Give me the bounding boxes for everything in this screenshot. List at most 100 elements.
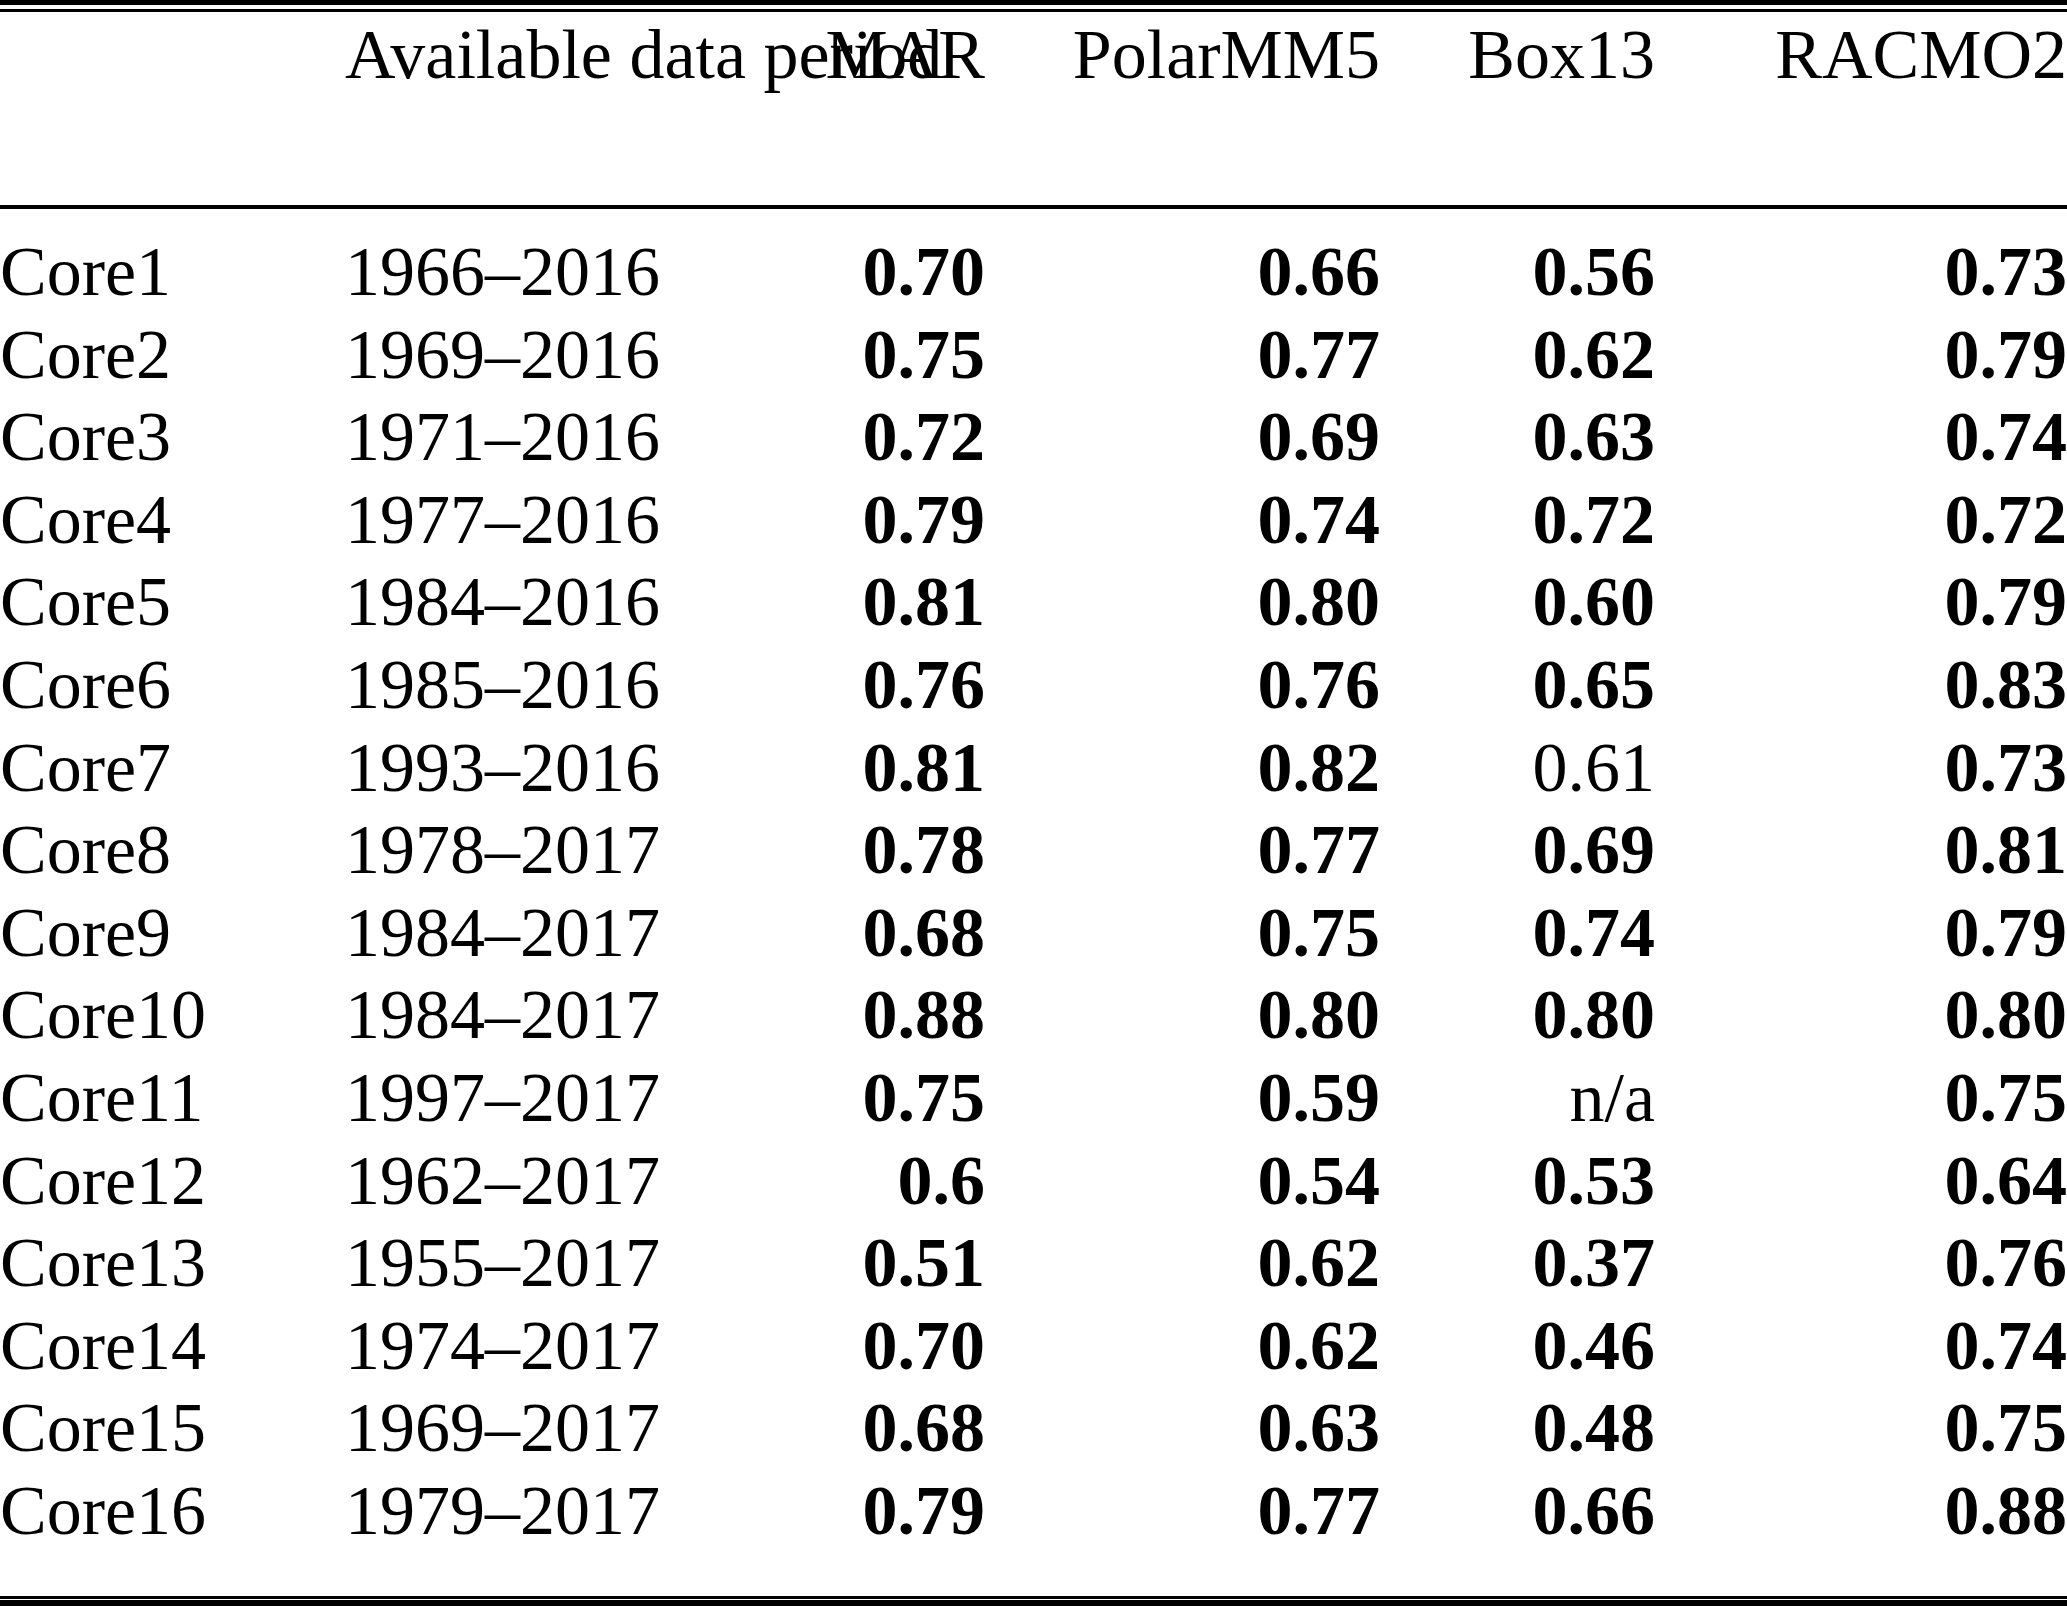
period-value: 1969–2017	[345, 1387, 785, 1470]
value-polarmm5: 0.76	[985, 644, 1380, 727]
value-mar: 0.68	[785, 892, 985, 975]
period-value: 1984–2016	[345, 561, 785, 644]
value-mar: 0.70	[785, 209, 985, 314]
value-racmo2: 0.74	[1655, 396, 2067, 479]
value-mar: 0.78	[785, 809, 985, 892]
value-polarmm5: 0.74	[985, 479, 1380, 562]
core-label: Core10	[0, 974, 345, 1057]
bottom-rule-thick	[0, 1600, 2067, 1606]
value-racmo2: 0.80	[1655, 974, 2067, 1057]
value-racmo2: 0.73	[1655, 727, 2067, 810]
value-racmo2: 0.72	[1655, 479, 2067, 562]
period-value: 1997–2017	[345, 1057, 785, 1140]
table-row-core5: Core51984–20160.810.800.600.79	[0, 561, 2067, 644]
table-row-core14: Core141974–20170.700.620.460.74	[0, 1305, 2067, 1388]
header-core-blank	[0, 14, 345, 209]
core-label: Core4	[0, 479, 345, 562]
value-polarmm5: 0.62	[985, 1222, 1380, 1305]
value-polarmm5: 0.69	[985, 396, 1380, 479]
value-polarmm5: 0.62	[985, 1305, 1380, 1388]
period-value: 1966–2016	[345, 209, 785, 314]
core-label: Core11	[0, 1057, 345, 1140]
period-value: 1984–2017	[345, 892, 785, 975]
value-racmo2: 0.73	[1655, 209, 2067, 314]
period-value: 1971–2016	[345, 396, 785, 479]
value-box13: 0.56	[1380, 209, 1655, 314]
period-value: 1955–2017	[345, 1222, 785, 1305]
period-value: 1984–2017	[345, 974, 785, 1057]
value-racmo2: 0.83	[1655, 644, 2067, 727]
value-box13: n/a	[1380, 1057, 1655, 1140]
value-polarmm5: 0.54	[985, 1140, 1380, 1223]
table-row-core11: Core111997–20170.750.59n/a0.75	[0, 1057, 2067, 1140]
value-racmo2: 0.75	[1655, 1057, 2067, 1140]
header-model-racmo2: RACMO2	[1655, 14, 2067, 209]
value-polarmm5: 0.59	[985, 1057, 1380, 1140]
value-mar: 0.51	[785, 1222, 985, 1305]
value-mar: 0.81	[785, 561, 985, 644]
core-label: Core14	[0, 1305, 345, 1388]
table-row-core2: Core21969–20160.750.770.620.79	[0, 314, 2067, 397]
period-value: 1977–2016	[345, 479, 785, 562]
value-polarmm5: 0.75	[985, 892, 1380, 975]
value-box13: 0.65	[1380, 644, 1655, 727]
value-polarmm5: 0.80	[985, 974, 1380, 1057]
value-box13: 0.37	[1380, 1222, 1655, 1305]
bottom-rule-thin	[0, 1596, 2067, 1599]
period-value: 1985–2016	[345, 644, 785, 727]
table-row-core16: Core161979–20170.790.770.660.88	[0, 1470, 2067, 1553]
value-racmo2: 0.76	[1655, 1222, 2067, 1305]
header-row: Available data period MARPolarMM5Box13RA…	[0, 14, 2067, 209]
table-row-core1: Core11966–20160.700.660.560.73	[0, 209, 2067, 314]
value-box13: 0.46	[1380, 1305, 1655, 1388]
header-available-data-period: Available data period	[345, 14, 785, 209]
value-mar: 0.70	[785, 1305, 985, 1388]
value-box13: 0.80	[1380, 974, 1655, 1057]
period-value: 1962–2017	[345, 1140, 785, 1223]
value-racmo2: 0.64	[1655, 1140, 2067, 1223]
table-row-core13: Core131955–20170.510.620.370.76	[0, 1222, 2067, 1305]
value-polarmm5: 0.63	[985, 1387, 1380, 1470]
table-row-core3: Core31971–20160.720.690.630.74	[0, 396, 2067, 479]
core-label: Core3	[0, 396, 345, 479]
value-box13: 0.66	[1380, 1470, 1655, 1553]
table-row-core6: Core61985–20160.760.760.650.83	[0, 644, 2067, 727]
value-polarmm5: 0.80	[985, 561, 1380, 644]
value-box13: 0.53	[1380, 1140, 1655, 1223]
value-racmo2: 0.75	[1655, 1387, 2067, 1470]
value-polarmm5: 0.66	[985, 209, 1380, 314]
core-label: Core15	[0, 1387, 345, 1470]
value-box13: 0.63	[1380, 396, 1655, 479]
period-value: 1979–2017	[345, 1470, 785, 1553]
value-box13: 0.61	[1380, 727, 1655, 810]
value-polarmm5: 0.77	[985, 1470, 1380, 1553]
table-body: Core11966–20160.700.660.560.73Core21969–…	[0, 209, 2067, 1553]
core-label: Core2	[0, 314, 345, 397]
table-row-core10: Core101984–20170.880.800.800.80	[0, 974, 2067, 1057]
value-racmo2: 0.79	[1655, 561, 2067, 644]
core-label: Core9	[0, 892, 345, 975]
value-racmo2: 0.74	[1655, 1305, 2067, 1388]
value-mar: 0.81	[785, 727, 985, 810]
core-label: Core16	[0, 1470, 345, 1553]
table-row-core15: Core151969–20170.680.630.480.75	[0, 1387, 2067, 1470]
value-mar: 0.88	[785, 974, 985, 1057]
core-label: Core13	[0, 1222, 345, 1305]
value-mar: 0.76	[785, 644, 985, 727]
period-value: 1993–2016	[345, 727, 785, 810]
table-row-core8: Core81978–20170.780.770.690.81	[0, 809, 2067, 892]
value-polarmm5: 0.82	[985, 727, 1380, 810]
value-racmo2: 0.88	[1655, 1470, 2067, 1553]
value-mar: 0.72	[785, 396, 985, 479]
core-label: Core6	[0, 644, 345, 727]
core-label: Core12	[0, 1140, 345, 1223]
core-label: Core8	[0, 809, 345, 892]
value-polarmm5: 0.77	[985, 809, 1380, 892]
period-value: 1969–2016	[345, 314, 785, 397]
header-model-polarmm5: PolarMM5	[985, 14, 1380, 209]
value-racmo2: 0.81	[1655, 809, 2067, 892]
value-box13: 0.74	[1380, 892, 1655, 975]
value-box13: 0.62	[1380, 314, 1655, 397]
core-label: Core7	[0, 727, 345, 810]
value-box13: 0.72	[1380, 479, 1655, 562]
